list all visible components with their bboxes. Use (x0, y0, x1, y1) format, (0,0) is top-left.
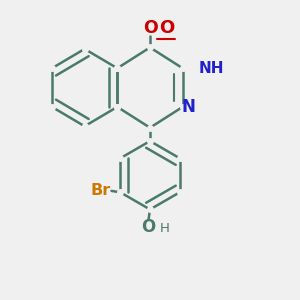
Text: O: O (141, 218, 156, 236)
Text: H: H (160, 222, 170, 235)
Text: N: N (182, 98, 196, 116)
Text: NH: NH (199, 61, 224, 76)
Text: O: O (143, 19, 158, 37)
Text: O: O (159, 19, 174, 37)
Text: Br: Br (91, 183, 111, 198)
